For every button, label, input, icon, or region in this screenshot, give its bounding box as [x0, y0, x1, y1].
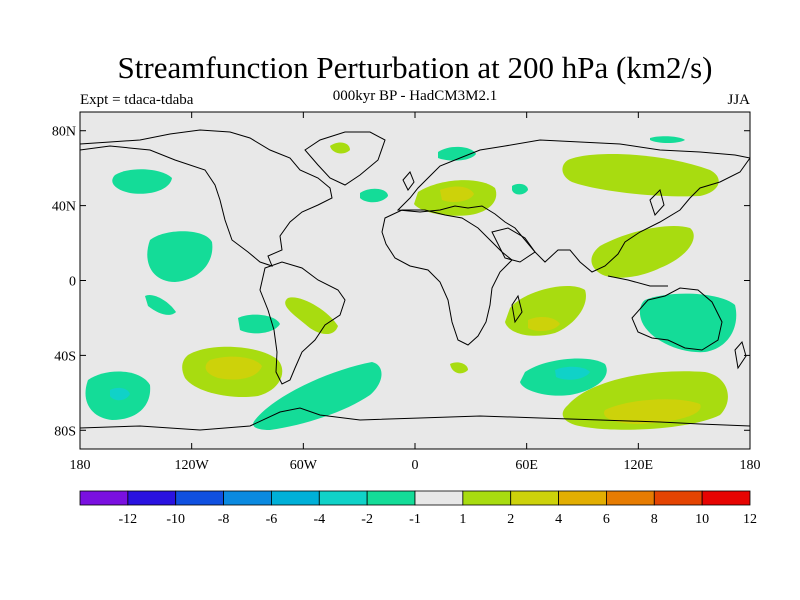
positive-anomaly-north-pacific	[562, 154, 719, 197]
experiment-label: Expt = tdaca-tdaba	[80, 92, 194, 108]
negative-anomaly-central-pacific	[147, 231, 213, 282]
negative-anomaly-north-pacific-east	[112, 169, 172, 194]
map-title: Streamfunction Perturbation at 200 hPa (…	[117, 50, 713, 85]
colorbar-label: 2	[507, 512, 514, 527]
coastline-australia	[631, 287, 723, 351]
colorbar-swatch	[606, 490, 655, 506]
x-tick-label: 180	[740, 458, 761, 473]
negative-anomaly-australia	[639, 293, 737, 353]
positive-anomaly-arctic	[330, 142, 350, 154]
y-tick-label: 40N	[52, 200, 76, 215]
perturbation-fields	[85, 136, 737, 430]
y-tick-label: 80S	[54, 424, 76, 439]
positive-anomaly-indian-ocean	[505, 286, 586, 336]
coastline-antarctica	[80, 407, 750, 431]
y-tick-label: 40S	[54, 349, 76, 364]
colorbar-label: 4	[555, 512, 562, 527]
colorbar-label: -2	[361, 512, 373, 527]
positive-anomaly-south-africa	[450, 362, 468, 374]
positive-anomaly-south-indian-core	[604, 399, 701, 424]
colorbar-swatch	[414, 490, 464, 506]
negative-anomaly-scandinavia	[438, 146, 476, 161]
negative-anomaly-southeast-pacific-small	[238, 314, 280, 334]
longitude-ticks: 180 120W 60W 0 60E 120E 180	[70, 112, 761, 473]
x-tick-label: 180	[70, 458, 91, 473]
coastline-north-america	[80, 129, 333, 267]
colorbar-label: -4	[313, 512, 325, 527]
colorbar-swatch	[701, 490, 751, 506]
x-tick-label: 60W	[290, 458, 318, 473]
colorbar-label: -12	[119, 512, 138, 527]
colorbar-swatch	[510, 490, 559, 506]
x-tick-label: 120E	[624, 458, 654, 473]
colorbar: -12 -10 -8 -6 -4 -2 -1 1 2 4 6 8 10 12	[79, 490, 757, 527]
season-label: JJA	[727, 92, 750, 108]
coastline-eurasia	[396, 139, 750, 273]
colorbar-label: 8	[651, 512, 658, 527]
colorbar-label: -1	[409, 512, 421, 527]
positive-anomaly-indian-ocean-core	[528, 316, 560, 332]
negative-anomaly-caspian	[512, 183, 528, 195]
colorbar-label: 10	[695, 512, 709, 527]
colorbar-swatch	[127, 490, 177, 506]
positive-anomaly-southeast-pacific-core	[205, 356, 262, 380]
y-tick-label: 80N	[52, 125, 76, 140]
colorbar-label: 12	[743, 512, 757, 527]
colorbar-swatch	[462, 490, 512, 506]
negative-anomaly-arctic-east	[650, 136, 685, 143]
x-tick-label: 60E	[515, 458, 538, 473]
negative-anomaly-east-pacific-small	[145, 294, 176, 315]
negative-anomaly-south-pacific-west-core	[110, 387, 130, 401]
coastline-greenland	[304, 131, 386, 186]
coastlines	[80, 129, 750, 431]
colorbar-label: 1	[459, 512, 466, 527]
negative-anomaly-south-atlantic	[253, 362, 382, 430]
x-tick-label: 120W	[175, 458, 210, 473]
colorbar-label: 6	[603, 512, 610, 527]
colorbar-swatch	[558, 490, 607, 506]
coastline-indonesia	[607, 275, 668, 287]
colorbar-swatch	[366, 490, 416, 506]
colorbar-label: -6	[266, 512, 278, 527]
negative-anomaly-southern-indian-core	[555, 366, 590, 380]
coastline-uk	[402, 171, 415, 191]
colorbar-swatch	[175, 490, 224, 506]
y-tick-label: 0	[69, 275, 76, 290]
negative-anomaly-north-atlantic	[360, 188, 388, 203]
colorbar-swatch	[223, 490, 272, 506]
coastline-new-zealand	[734, 340, 747, 370]
colorbar-swatch	[318, 490, 368, 506]
coastline-madagascar	[511, 294, 523, 324]
coastline-arabia	[491, 227, 536, 263]
coastline-south-america	[259, 261, 346, 385]
colorbar-label: -8	[218, 512, 230, 527]
colorbar-label: -10	[166, 512, 185, 527]
colorbar-swatch	[271, 490, 320, 506]
map-subtitle: 000kyr BP - HadCM3M2.1	[332, 88, 498, 104]
positive-anomaly-europe-core	[440, 186, 474, 202]
latitude-ticks: 80N 40N 0 40S 80S	[52, 125, 750, 439]
x-tick-label: 0	[412, 458, 419, 473]
coastline-japan	[649, 189, 665, 216]
colorbar-swatch	[79, 490, 129, 506]
colorbar-swatch	[653, 490, 703, 506]
positive-anomaly-west-pacific	[591, 226, 694, 278]
coastline-africa	[381, 209, 513, 346]
